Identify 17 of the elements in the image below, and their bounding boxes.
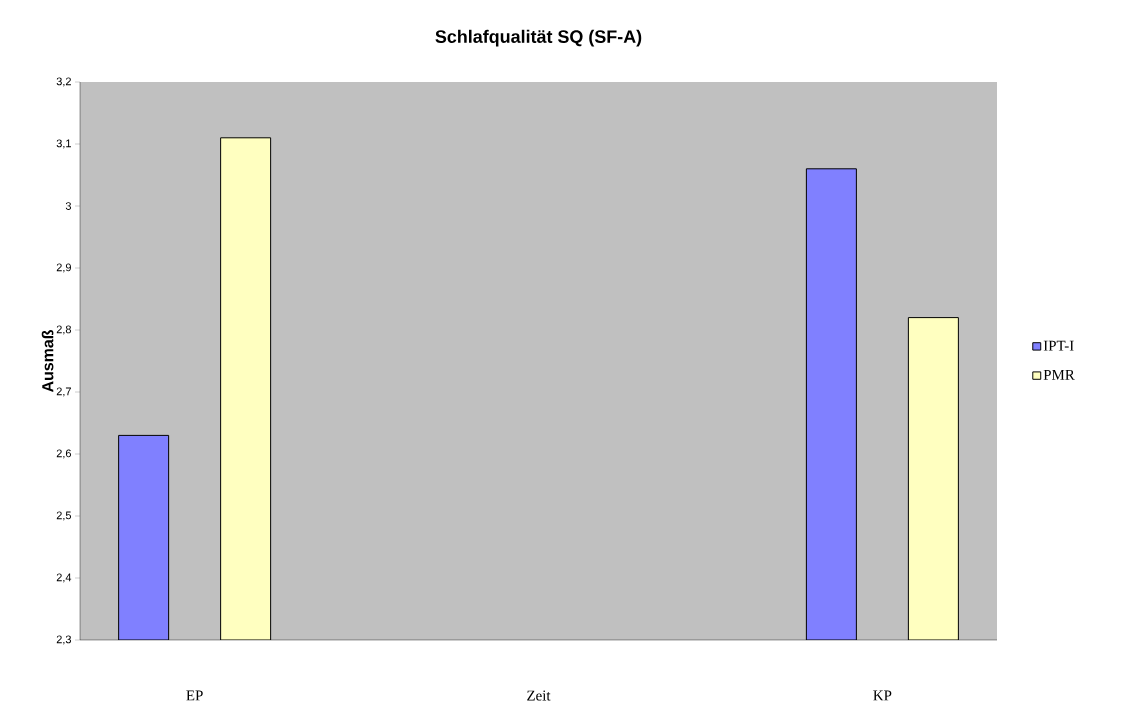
y-tick-label: 3,2	[56, 77, 71, 87]
x-tick-label: KP	[873, 690, 892, 701]
y-tick-label: 2,9	[56, 263, 71, 273]
y-tick-label: 3	[65, 202, 71, 210]
y-tick-label: 2,8	[56, 325, 71, 335]
y-tick-label: 2,3	[56, 635, 71, 645]
y-tick-label: 2,6	[56, 449, 71, 459]
y-tick-label: 3,1	[56, 139, 71, 149]
y-tick-label: 2,7	[56, 387, 71, 397]
legend-label: IPT-I	[1043, 340, 1074, 351]
y-tick-label: 2,4	[56, 573, 72, 583]
chart-title: Schlafqualität SQ (SF-A)	[435, 29, 642, 47]
x-tick-label: EP	[186, 690, 203, 701]
y-tick-label: 2,5	[56, 511, 72, 521]
legend-label: PMR	[1043, 369, 1075, 380]
x-axis-title: Zeit	[527, 690, 551, 701]
y-axis-title: Ausmaß	[41, 330, 54, 393]
